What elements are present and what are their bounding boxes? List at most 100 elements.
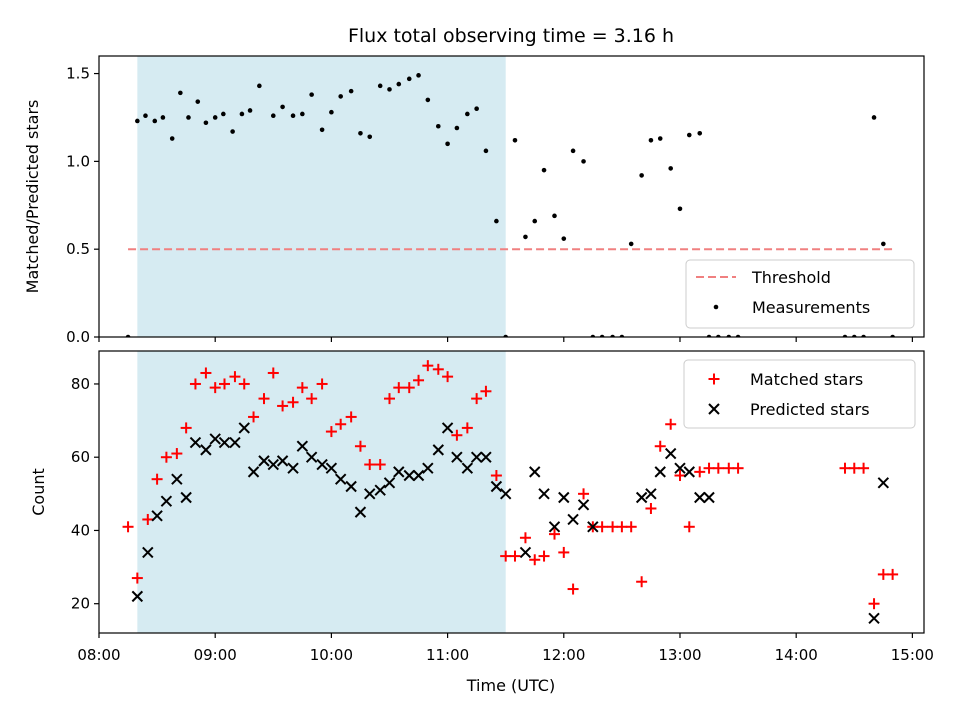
matched-point [267,367,279,379]
matched-point [490,470,502,482]
predicted-point [296,440,309,452]
matched-point [325,426,337,438]
legend-label-threshold: Threshold [751,268,831,287]
measurement-point [494,218,499,224]
measurement-point [309,92,314,97]
measurement-point [135,118,140,124]
predicted-point [151,510,163,522]
predicted-point [334,473,347,485]
y-axis-label-bottom: Count [29,468,48,516]
matched-point [858,462,870,474]
measurement-point [212,115,218,120]
measurement-point [454,125,460,131]
matched-point [432,363,444,375]
matched-point [538,550,550,562]
matched-point [248,411,260,423]
matched-point [122,521,134,533]
predicted-point [142,546,154,559]
matched-point [160,451,172,463]
measurement-point [581,159,586,164]
predicted-point [383,477,396,489]
measurement-point [160,115,166,120]
measurement-point [406,76,412,82]
measurement-point [628,241,634,247]
measurement-point [270,113,276,119]
matched-point [189,378,201,390]
x-tick-label: 08:00 [77,646,120,664]
x-tick-label: 09:00 [194,646,237,664]
measurement-point [871,115,877,120]
predicted-point [403,469,415,482]
panel-ratio: 0.0 0.5 1.0 1.5 Matched/Predicted stars Thr… [23,55,925,346]
matched-point [180,422,192,434]
legend-box-bottom [683,359,916,429]
matched-point [558,546,570,558]
measurement-point [881,241,886,247]
predicted-point [441,422,454,434]
predicted-point [451,451,463,463]
measurement-point [247,108,253,113]
matched-point [839,462,851,474]
legend-label-measurements: Measurements [752,298,870,317]
predicted-point [393,466,405,478]
legend-plus-marker [708,373,720,385]
matched-point [712,462,724,474]
matched-point [364,459,376,471]
y-tick-label: 0.0 [66,328,90,346]
predicted-point [490,480,503,493]
matched-point [151,473,163,485]
measurement-point [230,129,235,134]
x-tick-label: 11:00 [426,646,469,664]
matched-point [287,396,299,408]
predicted-point [200,444,212,456]
x-tick-label: 13:00 [658,646,701,664]
measurement-point [697,130,703,136]
predicted-point [470,451,483,463]
predicted-point [877,477,890,489]
measurement-point [570,148,576,154]
y-tick-label: 60 [71,448,90,466]
predicted-point [258,455,270,467]
predicted-point [499,488,512,500]
predicted-point [432,444,445,456]
legend-swatch-measurements [713,304,719,310]
predicted-point [364,488,376,500]
matched-point [703,462,715,474]
y-tick-label: 1.5 [66,65,90,83]
predicted-point [577,499,590,511]
matched-point [451,429,463,441]
predicted-point [694,491,706,504]
matched-point [461,422,473,434]
matched-point [422,360,434,372]
predicted-point [461,462,474,474]
predicted-point [209,433,221,445]
measurement-point [639,173,644,178]
x-tick-label: 14:00 [775,646,818,664]
predicted-point [345,480,357,493]
matched-point [171,448,183,460]
axes-frame-bottom [98,350,925,634]
predicted-point [316,458,328,471]
measurement-point [290,113,296,119]
x-tick-label: 12:00 [542,646,585,664]
matched-point [509,550,521,562]
axes-frame-top [98,55,925,338]
y-axis-ticks-top: 0.0 0.5 1.0 1.5 [66,65,99,346]
matched-point [258,393,270,405]
predicted-point [160,495,173,507]
measurement-point [178,90,183,96]
measurement-point [348,88,354,94]
predicted-point [868,612,880,625]
measurement-point [677,206,683,212]
matched-point [277,400,289,412]
measurement-point [280,104,285,110]
measurement-point [686,132,692,138]
matched-point [200,367,212,379]
matched-point [480,385,492,397]
matched-point [868,598,880,610]
legend-swatch-predicted [708,403,720,415]
predicted-point [703,491,715,504]
measurement-point [367,134,373,140]
matched-point [694,466,706,478]
measurement-point [416,73,421,78]
